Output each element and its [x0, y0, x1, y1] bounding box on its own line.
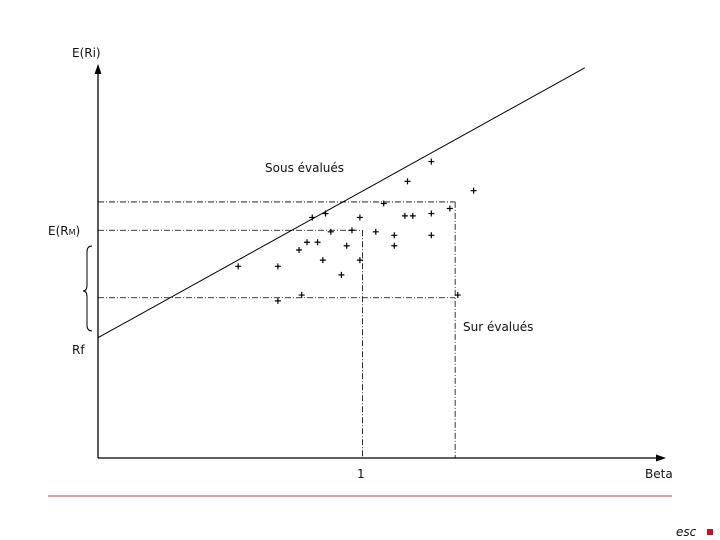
scatter-point-5: [309, 214, 316, 221]
y-range-brace: [82, 245, 93, 332]
scatter-point-24: [235, 263, 242, 270]
scatter-point-3: [470, 187, 477, 194]
scatter-point-18: [314, 239, 321, 246]
scatter-point-21: [296, 247, 303, 254]
scatter-point-9: [409, 212, 416, 219]
logo-accent-square: [707, 529, 713, 535]
scatter-point-7: [356, 214, 363, 221]
y-axis-label: E(Ri): [72, 46, 101, 60]
security-market-line: [97, 67, 586, 339]
scatter-point-17: [303, 239, 310, 246]
scatter-point-11: [446, 205, 453, 212]
scatter-point-25: [274, 263, 281, 270]
x-axis-arrow: [656, 454, 666, 462]
scatter-point-8: [401, 212, 408, 219]
scatter-point-19: [343, 242, 350, 249]
scatter-point-22: [319, 257, 326, 264]
scatter-point-20: [391, 242, 398, 249]
risk-free-label: Rf: [72, 343, 85, 357]
esc-logo: esc: [676, 525, 713, 539]
x-tick-label: 1: [357, 467, 365, 481]
y-axis-arrow: [94, 64, 102, 74]
scatter-point-15: [391, 232, 398, 239]
scatter-points: [235, 158, 477, 304]
market-return-label: E(RM): [48, 224, 80, 238]
scatter-point-6: [322, 210, 329, 217]
logo-text: esc: [676, 525, 697, 539]
scatter-point-12: [327, 228, 334, 235]
scatter-point-13: [348, 227, 355, 234]
scatter-point-4: [380, 200, 387, 207]
scatter-point-2: [404, 178, 411, 185]
x-axis-label: Beta: [645, 467, 673, 481]
annotation-undervalued: Sous évalués: [265, 161, 344, 175]
scatter-point-29: [454, 292, 461, 299]
scatter-point-27: [298, 292, 305, 299]
scatter-point-28: [274, 297, 281, 304]
scatter-point-14: [372, 228, 379, 235]
scatter-point-23: [356, 257, 363, 264]
scatter-point-1: [428, 158, 435, 165]
scatter-point-10: [428, 210, 435, 217]
scatter-point-26: [338, 271, 345, 278]
reference-lines: [98, 201, 456, 458]
scatter-point-16: [428, 232, 435, 239]
annotation-overvalued: Sur évalués: [463, 320, 533, 334]
